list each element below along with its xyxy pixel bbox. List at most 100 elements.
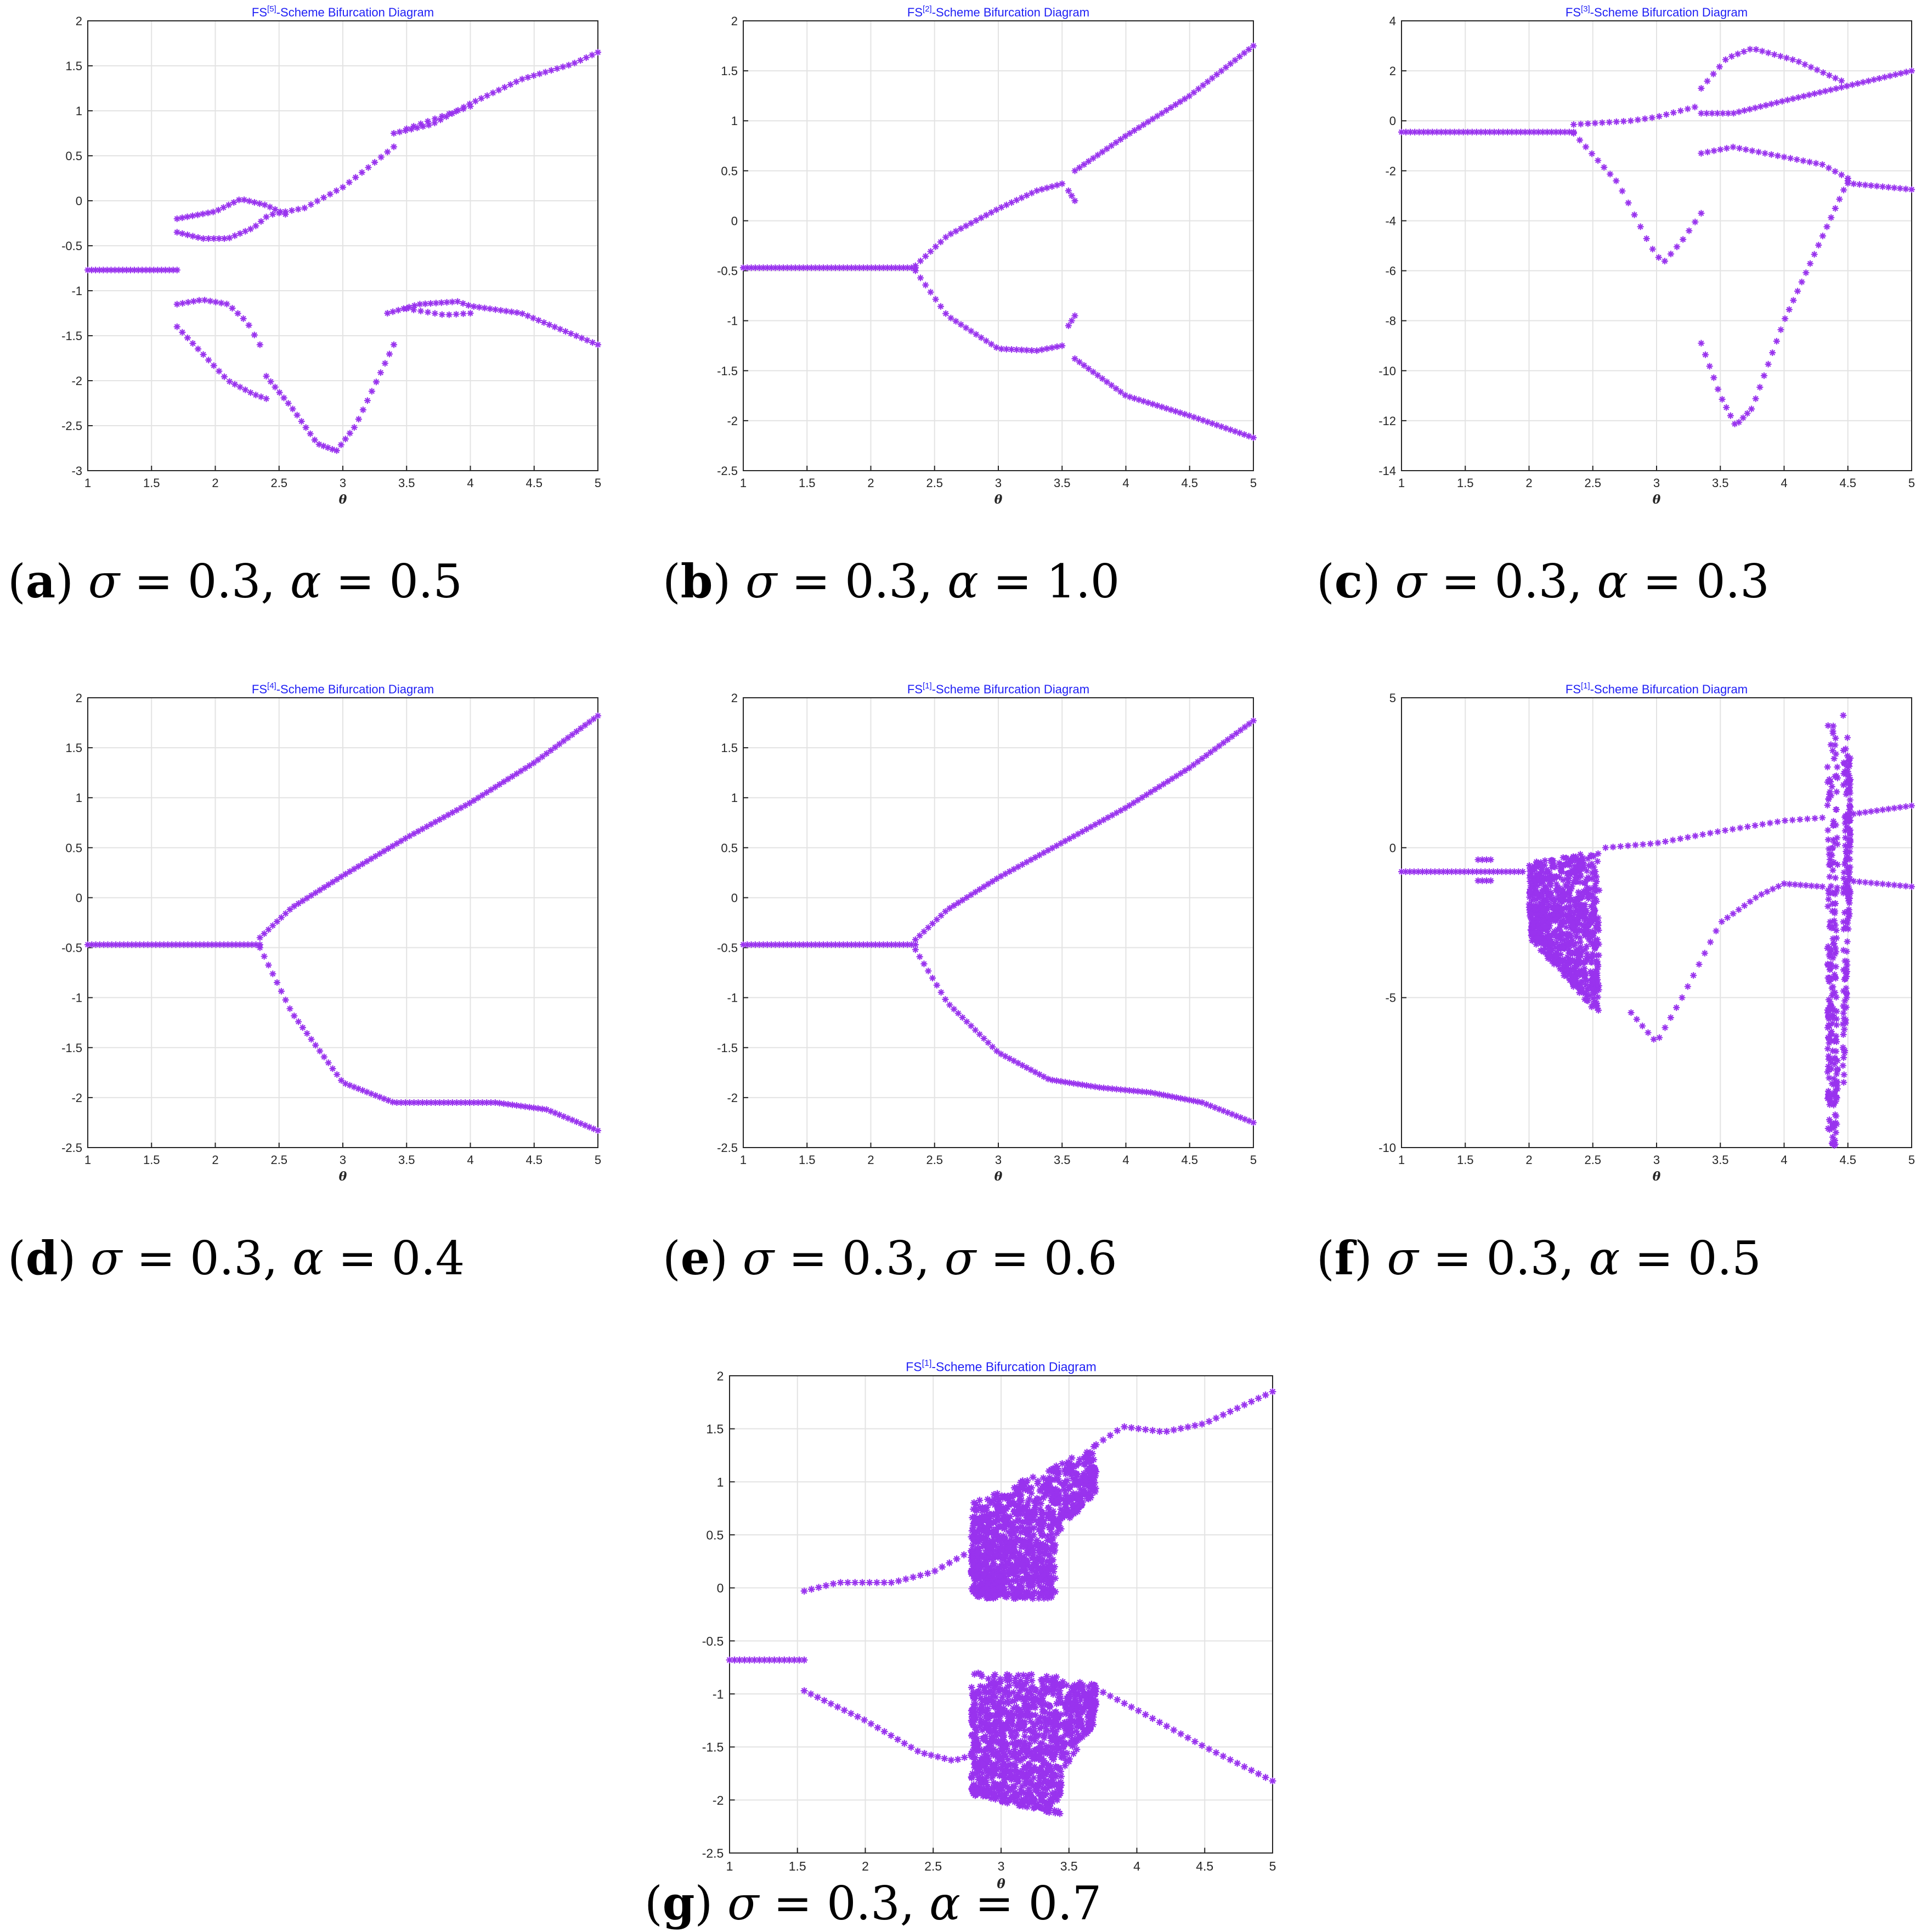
data-point <box>1787 155 1794 162</box>
data-point <box>1557 924 1564 931</box>
x-tick-label: 2 <box>212 476 218 490</box>
data-point <box>1571 948 1578 956</box>
data-point <box>1589 995 1596 1002</box>
data-point <box>997 1547 1005 1555</box>
data-point <box>976 1568 984 1575</box>
data-point <box>1025 1701 1032 1708</box>
y-tick-label: -1.5 <box>61 1041 82 1055</box>
data-point <box>1825 1066 1832 1074</box>
data-point <box>208 941 216 948</box>
data-point <box>411 302 418 309</box>
data-point <box>1744 823 1751 831</box>
data-point <box>1091 1465 1098 1472</box>
data-point <box>1725 110 1732 117</box>
data-point <box>851 1579 859 1586</box>
data-point <box>1533 929 1540 936</box>
data-point <box>1135 124 1143 131</box>
data-point <box>1017 1529 1025 1536</box>
data-point <box>282 996 289 1003</box>
data-point <box>1595 157 1602 164</box>
data-point <box>1826 873 1833 880</box>
data-point <box>998 1747 1005 1755</box>
data-point <box>1007 1710 1015 1717</box>
data-point <box>820 941 827 948</box>
x-tick-label: 1.5 <box>799 476 816 490</box>
data-point <box>1068 1454 1076 1462</box>
data-point <box>1548 128 1555 135</box>
data-point <box>764 941 771 948</box>
data-point <box>1024 1498 1032 1506</box>
data-point <box>1553 952 1560 959</box>
data-point <box>982 1513 990 1521</box>
data-point <box>993 1548 1001 1556</box>
data-point <box>1089 1483 1096 1491</box>
data-point <box>427 821 434 828</box>
data-point <box>1167 104 1174 111</box>
data-point <box>1730 110 1737 117</box>
x-tick-label: 5 <box>1908 1153 1915 1167</box>
data-point <box>1832 963 1839 970</box>
data-point <box>377 154 385 161</box>
data-point <box>1802 269 1810 276</box>
data-point <box>1832 907 1839 914</box>
data-point <box>1840 987 1847 995</box>
data-point <box>1529 935 1536 942</box>
data-point <box>467 310 474 317</box>
data-point <box>1562 861 1569 868</box>
data-point <box>1832 735 1839 742</box>
data-point <box>970 1781 977 1788</box>
data-point <box>398 838 405 845</box>
data-point <box>204 941 211 948</box>
y-tick-label: -2.5 <box>61 1141 82 1155</box>
data-point <box>1593 898 1600 905</box>
data-point <box>391 341 397 348</box>
data-point <box>1580 929 1587 936</box>
data-point <box>1122 392 1129 399</box>
data-point <box>1024 1574 1032 1582</box>
x-axis-label: θ <box>339 1170 347 1184</box>
data-point <box>977 334 985 341</box>
data-point <box>1846 827 1853 834</box>
data-point <box>1398 868 1405 875</box>
data-point <box>1000 1738 1007 1746</box>
data-point <box>1016 1504 1024 1512</box>
data-point <box>1030 1542 1038 1550</box>
data-point <box>1831 839 1838 846</box>
data-point <box>1163 1722 1171 1730</box>
data-point <box>1135 396 1143 403</box>
data-point <box>1593 987 1601 995</box>
data-point <box>1843 780 1850 787</box>
data-point <box>1190 414 1197 421</box>
data-point <box>104 941 111 948</box>
data-point <box>571 59 578 66</box>
data-point <box>1237 727 1244 734</box>
data-point <box>1546 945 1553 952</box>
data-point <box>984 1495 991 1503</box>
data-point <box>1532 895 1539 902</box>
data-point <box>1177 98 1184 105</box>
data-point <box>272 206 279 213</box>
data-point <box>988 209 995 216</box>
data-point <box>427 300 434 307</box>
data-point <box>999 1522 1007 1529</box>
data-point <box>1846 789 1853 796</box>
y-tick-label: -2 <box>713 1793 724 1807</box>
chart-title: FS[4]-Scheme Bifurcation Diagram <box>252 681 434 696</box>
data-point <box>1534 882 1541 889</box>
data-point <box>179 300 186 307</box>
data-point <box>346 868 353 875</box>
data-point <box>997 873 1004 880</box>
data-point <box>453 806 460 814</box>
data-point <box>1896 882 1903 889</box>
data-point <box>1004 1741 1011 1748</box>
data-point <box>998 345 1005 352</box>
data-point <box>307 430 314 437</box>
data-point <box>1832 1087 1839 1094</box>
data-point <box>1001 1578 1008 1585</box>
data-point <box>917 1572 924 1579</box>
data-point <box>916 953 923 961</box>
y-tick-label: -0.5 <box>717 941 738 955</box>
data-point <box>1059 180 1066 188</box>
data-point <box>1208 75 1216 82</box>
data-point <box>1722 56 1729 63</box>
